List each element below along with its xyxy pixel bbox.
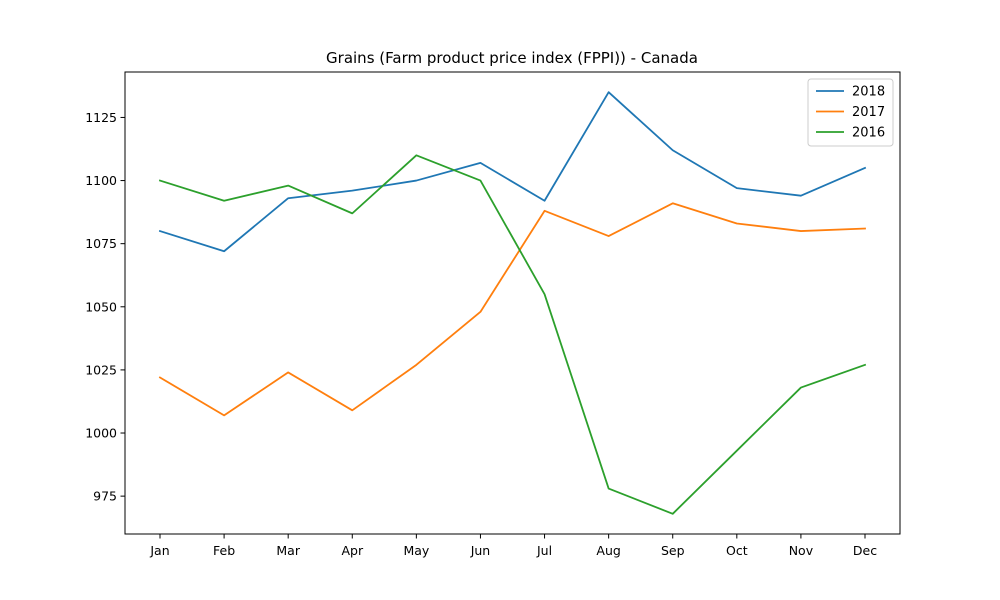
- legend-box: [807, 78, 894, 147]
- x-tick-label-mar: Mar: [276, 543, 300, 558]
- y-axis: 975 1000 1025 1050 1075 1100 1125: [85, 110, 125, 504]
- x-tick-label-aug: Aug: [596, 543, 620, 558]
- x-tick-label-jun: Jun: [470, 543, 491, 558]
- y-tick-label-1050: 1050: [85, 299, 117, 314]
- series-line-2016: [158, 154, 867, 515]
- legend: 2018 2017 2016: [807, 78, 894, 147]
- legend-label-2016: 2016: [852, 126, 885, 141]
- series-line-2018: [158, 91, 867, 253]
- x-tick-label-jul: Jul: [536, 543, 552, 558]
- x-tick-label-nov: Nov: [789, 543, 814, 558]
- y-tick-label-1000: 1000: [85, 426, 117, 441]
- series-layer: [158, 91, 867, 515]
- x-tick-label-jan: Jan: [149, 543, 169, 558]
- chart-title: Grains (Farm product price index (FPPI))…: [326, 49, 698, 67]
- x-tick-label-may: May: [403, 543, 429, 558]
- legend-label-2017: 2017: [852, 105, 885, 120]
- plot-area-frame: [124, 71, 901, 535]
- legend-label-2018: 2018: [852, 85, 885, 100]
- y-tick-label-1025: 1025: [85, 362, 117, 377]
- y-tick-label-1075: 1075: [85, 236, 117, 251]
- y-tick-label-1125: 1125: [85, 110, 117, 125]
- x-tick-label-apr: Apr: [341, 543, 363, 558]
- x-tick-label-feb: Feb: [213, 543, 235, 558]
- y-tick-label-1100: 1100: [85, 173, 117, 188]
- series-line-2017: [158, 202, 866, 417]
- x-tick-label-oct: Oct: [726, 543, 748, 558]
- y-tick-label-975: 975: [93, 489, 117, 504]
- x-tick-label-dec: Dec: [853, 543, 877, 558]
- x-tick-label-sep: Sep: [661, 543, 685, 558]
- x-axis: Jan Feb Mar Apr May Jun Jul Aug Sep Oct Nov Dec: [149, 534, 877, 558]
